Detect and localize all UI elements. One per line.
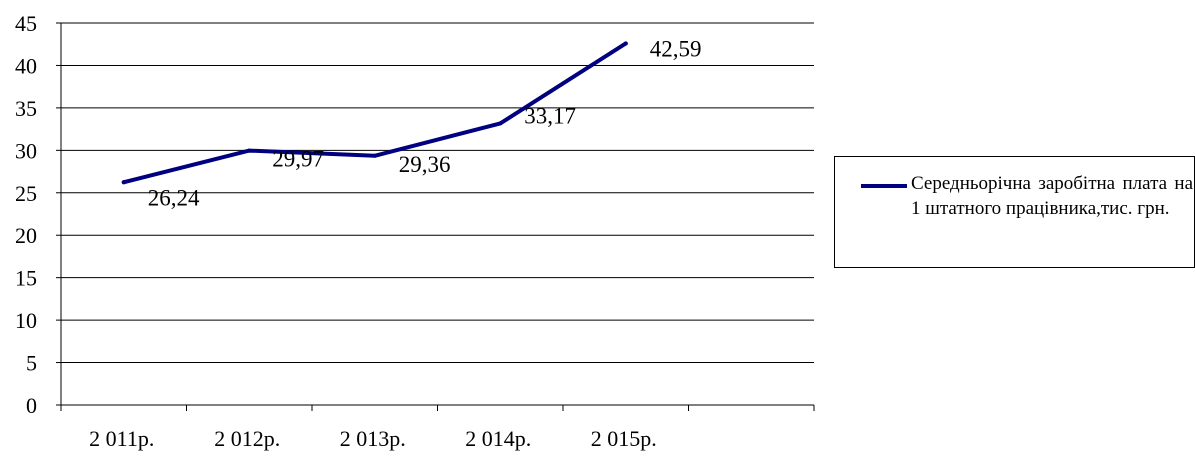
- data-label: 42,59: [650, 36, 702, 61]
- data-point: [498, 121, 503, 126]
- y-tick-label: 10: [15, 308, 37, 333]
- data-label: 33,17: [524, 103, 576, 128]
- y-tick-label: 0: [26, 393, 37, 418]
- y-tick-label: 40: [15, 53, 37, 78]
- y-tick-label: 20: [15, 223, 37, 248]
- y-tick-label: 5: [26, 351, 37, 376]
- data-point: [121, 180, 126, 185]
- x-tick-label: 2 013р.: [340, 426, 406, 451]
- legend: Середньорічна заробітна плата на 1 штатн…: [834, 156, 1195, 268]
- data-label: 26,24: [148, 185, 200, 210]
- data-point: [623, 41, 628, 46]
- y-tick-label: 45: [15, 11, 37, 36]
- x-tick-label: 2 014р.: [465, 426, 531, 451]
- data-label: 29,97: [272, 147, 324, 172]
- data-label: 29,36: [399, 152, 451, 177]
- x-tick-label: 2 015р.: [591, 426, 657, 451]
- legend-swatch: [861, 184, 907, 188]
- y-tick-label: 30: [15, 138, 37, 163]
- y-tick-label: 35: [15, 96, 37, 121]
- data-point: [372, 153, 377, 158]
- x-tick-label: 2 011р.: [89, 426, 154, 451]
- x-tick-label: 2 012р.: [214, 426, 280, 451]
- legend-label: Середньорічна заробітна плата на 1 штатн…: [911, 173, 1193, 219]
- y-tick-label: 25: [15, 181, 37, 206]
- y-tick-label: 15: [15, 266, 37, 291]
- data-point: [247, 148, 252, 153]
